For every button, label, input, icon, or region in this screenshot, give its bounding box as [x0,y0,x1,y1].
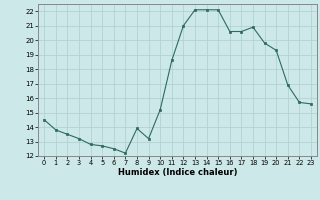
X-axis label: Humidex (Indice chaleur): Humidex (Indice chaleur) [118,168,237,177]
